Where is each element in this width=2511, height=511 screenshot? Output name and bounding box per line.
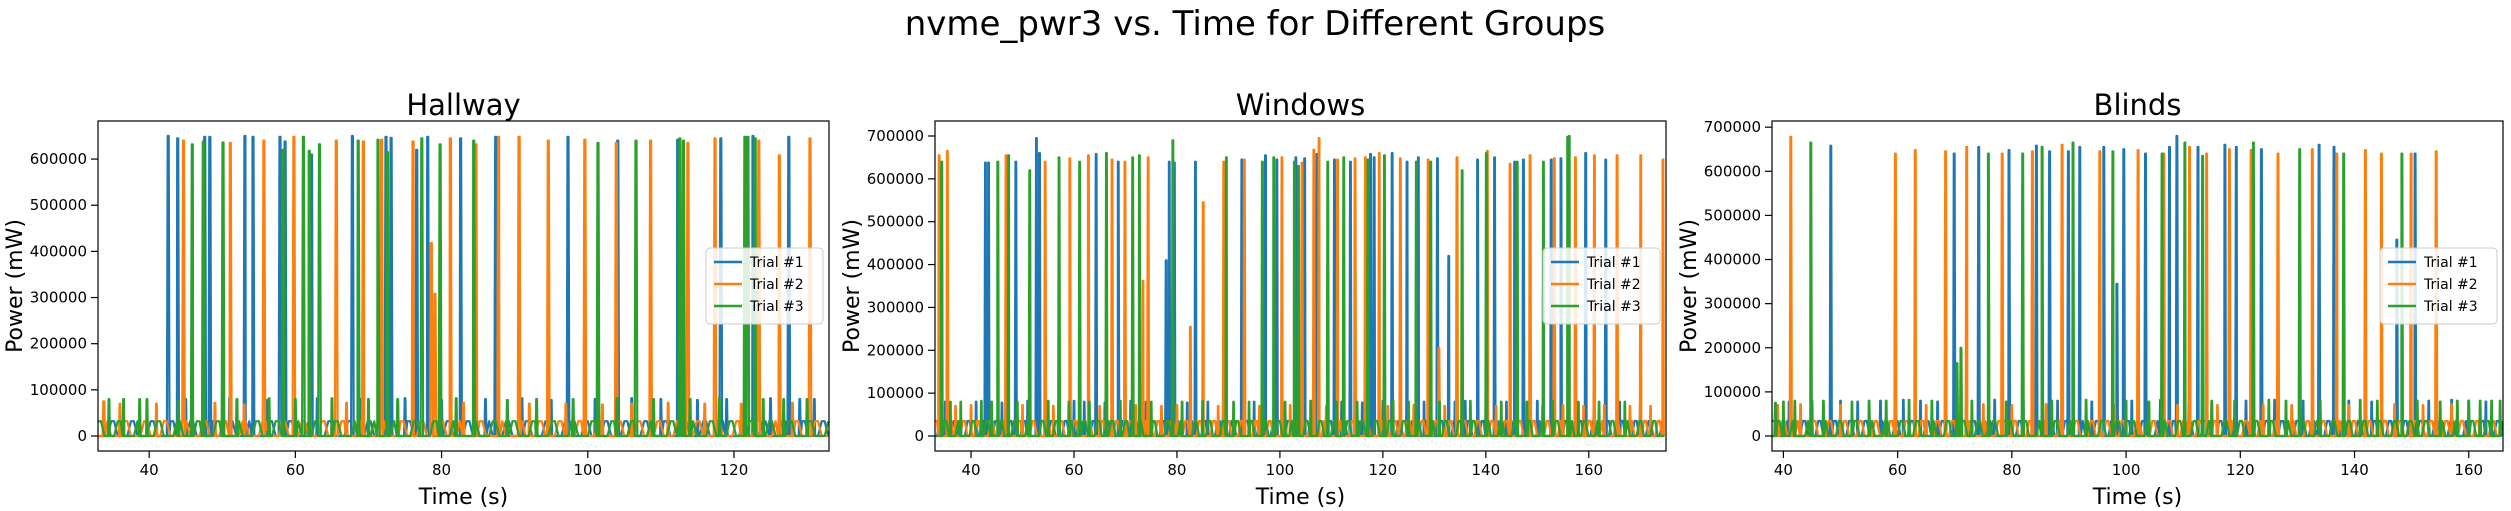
x-axis-label: Time (s) xyxy=(1255,485,1345,510)
y-tick-label: 100000 xyxy=(30,381,87,399)
legend-label-trial-2: Trial #2 xyxy=(749,277,804,293)
y-tick-label: 0 xyxy=(914,427,924,445)
x-tick-label: 120 xyxy=(1369,461,1398,479)
y-tick-label: 600000 xyxy=(30,150,87,168)
y-tick-label: 500000 xyxy=(30,196,87,214)
y-tick-label: 200000 xyxy=(867,341,924,359)
x-tick-label: 60 xyxy=(286,461,305,479)
x-tick-label: 80 xyxy=(2002,461,2021,479)
series-line-trial-3 xyxy=(1772,141,2503,438)
x-tick-label: 100 xyxy=(573,461,602,479)
y-tick-label: 600000 xyxy=(867,170,924,188)
legend-label-trial-2: Trial #2 xyxy=(2423,277,2478,293)
legend: Trial #1 Trial #2 Trial #3 xyxy=(2379,247,2498,325)
y-tick-label: 700000 xyxy=(1704,118,1761,136)
y-tick-label: 200000 xyxy=(30,335,87,353)
x-tick-label: 60 xyxy=(1064,461,1083,479)
subplot-hallway: 40 60 80 100 120 0 100000 200000 300000 400000 500… xyxy=(3,88,830,510)
y-tick-label: 700000 xyxy=(867,127,924,145)
y-tick-label: 600000 xyxy=(1704,162,1761,180)
legend: Trial #1 Trial #2 Trial #3 xyxy=(705,247,824,325)
legend-label-trial-2: Trial #2 xyxy=(1586,277,1641,293)
y-tick-label: 100000 xyxy=(867,384,924,402)
x-tick-label: 140 xyxy=(2340,461,2369,479)
subplot-windows: 40 60 80 100 120 140 160 0 100000 200000 300000 400… xyxy=(840,88,1667,510)
y-tick-label: 400000 xyxy=(30,242,87,260)
legend-label-trial-3: Trial #3 xyxy=(749,299,804,315)
x-axis-label: Time (s) xyxy=(2092,485,2182,510)
x-tick-label: 40 xyxy=(961,461,980,479)
x-axis-label: Time (s) xyxy=(418,485,508,510)
y-tick-label: 400000 xyxy=(1704,251,1761,269)
x-tick-label: 140 xyxy=(1472,461,1501,479)
x-tick-label: 120 xyxy=(720,461,749,479)
x-tick-label: 80 xyxy=(432,461,451,479)
x-tick-label: 40 xyxy=(140,461,159,479)
figure-suptitle: nvme_pwr3 vs. Time for Different Groups xyxy=(905,4,1606,44)
y-tick-label: 300000 xyxy=(867,298,924,316)
subplot-title: Hallway xyxy=(406,88,520,122)
legend-label-trial-3: Trial #3 xyxy=(1586,299,1641,315)
y-tick-label: 500000 xyxy=(1704,206,1761,224)
legend: Trial #1 Trial #2 Trial #3 xyxy=(1542,247,1661,325)
y-tick-label: 500000 xyxy=(867,213,924,231)
x-tick-label: 160 xyxy=(1574,461,1603,479)
x-tick-label: 60 xyxy=(1888,461,1907,479)
subplots-container: 40 60 80 100 120 0 100000 200000 300000 400000 500… xyxy=(3,88,2504,510)
x-tick-label: 100 xyxy=(2112,461,2141,479)
axes-frame xyxy=(97,120,830,452)
y-tick-label: 300000 xyxy=(30,289,87,307)
series-line-trial-3 xyxy=(98,135,829,438)
legend-label-trial-1: Trial #1 xyxy=(2423,255,2478,271)
subplot-blinds: 40 60 80 100 120 140 160 0 100000 200000 300000 400… xyxy=(1677,88,2504,510)
legend-label-trial-3: Trial #3 xyxy=(2423,299,2478,315)
x-tick-label: 160 xyxy=(2454,461,2483,479)
y-tick-label: 400000 xyxy=(867,256,924,274)
subplot-title: Blinds xyxy=(2094,88,2182,122)
x-tick-label: 120 xyxy=(2226,461,2255,479)
axes-frame xyxy=(1771,120,2504,452)
y-axis-label: Power (mW) xyxy=(3,219,28,353)
y-tick-label: 100000 xyxy=(1704,383,1761,401)
axes-frame xyxy=(934,120,1667,452)
y-tick-label: 0 xyxy=(1751,427,1761,445)
y-axis-label: Power (mW) xyxy=(1677,219,1702,353)
x-tick-label: 80 xyxy=(1167,461,1186,479)
y-tick-label: 300000 xyxy=(1704,295,1761,313)
y-tick-label: 0 xyxy=(77,427,87,445)
x-tick-label: 100 xyxy=(1266,461,1295,479)
legend-label-trial-1: Trial #1 xyxy=(1586,255,1641,271)
series-line-trial-3 xyxy=(935,134,1665,438)
x-tick-label: 40 xyxy=(1774,461,1793,479)
y-tick-label: 200000 xyxy=(1704,339,1761,357)
y-axis-label: Power (mW) xyxy=(840,219,865,353)
subplot-title: Windows xyxy=(1236,88,1365,122)
legend-label-trial-1: Trial #1 xyxy=(749,255,804,271)
